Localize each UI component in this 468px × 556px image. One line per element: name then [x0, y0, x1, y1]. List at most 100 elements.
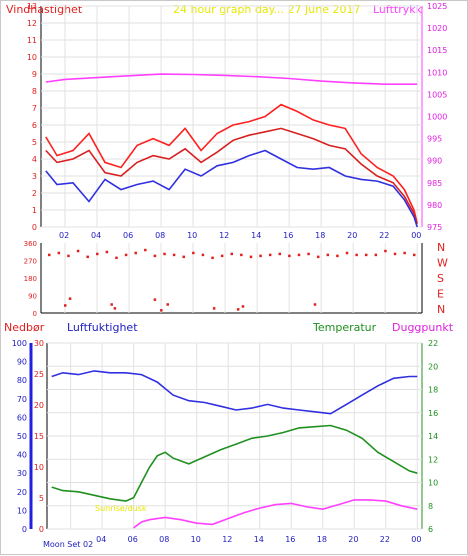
temp-gridlines	[47, 342, 422, 530]
humidity-y-tick-label: 40	[17, 451, 27, 460]
pressure-y-ticks: 975 980 985 990 995 1000 1005 1010 1015 1020 1025	[427, 2, 447, 232]
temp-x-ticks: 04 06 08 10 12 14 16 18 20 22 00	[96, 535, 421, 544]
wind-y-tick-label: 7	[32, 104, 37, 113]
wind-x-tick-label: 20	[347, 231, 357, 240]
direction-point	[336, 254, 339, 258]
temperature-label: Temperatur	[312, 321, 377, 334]
pressure-y-tick-label: 980	[427, 201, 442, 210]
temp-x-tick-label: 06	[128, 535, 138, 544]
temp-x-tick-label: 04	[96, 535, 106, 544]
direction-point	[384, 249, 387, 253]
temp-x-tick-label: 20	[348, 535, 358, 544]
direction-point	[48, 253, 51, 257]
temp-y-tick-label: 8	[428, 502, 433, 511]
wind-y-tick-label: 9	[32, 70, 37, 79]
wind-x-tick-label: 18	[315, 231, 325, 240]
wind-x-tick-label: 08	[155, 231, 165, 240]
humidity-y-tick-label: 70	[17, 395, 27, 404]
direction-point	[326, 253, 330, 257]
direction-points	[48, 248, 416, 312]
direction-point	[124, 253, 128, 257]
wind-x-tick-label: 06	[123, 231, 133, 240]
humidity-y-tick-label: 30	[17, 469, 27, 478]
pressure-y-tick-label: 985	[427, 179, 442, 188]
graph-title: 24 hour graph day... 27 June 2017	[173, 3, 360, 16]
direction-point	[212, 307, 216, 310]
direction-y-tick-label: 180	[24, 275, 37, 283]
dewpoint-label: Duggpunkt	[392, 321, 454, 334]
compass-label: N	[437, 241, 445, 254]
direction-point	[153, 298, 157, 301]
direction-point	[230, 252, 233, 256]
temp-x-tick-label: 16	[285, 535, 295, 544]
sunrise-note: Sunrise/dusk	[95, 504, 147, 513]
direction-point	[86, 255, 89, 259]
pressure-label: Lufttrykk	[373, 3, 423, 16]
wind-series	[45, 73, 418, 228]
humidity-y-tick-label: 10	[17, 506, 27, 515]
humidity-y-tick-label: 20	[17, 488, 27, 497]
wind-y-tick-label: 0	[32, 223, 37, 232]
wind-x-ticks: 02 04 06 08 10 12 14 16 18 20 22 00	[59, 231, 421, 240]
pressure-y-tick-label: 990	[427, 157, 442, 166]
wind-y-tick-label: 2	[32, 189, 37, 198]
pressure-y-tick-label: 1000	[427, 113, 447, 122]
wind-x-tick-label: 22	[379, 231, 389, 240]
temp-x-tick-label: 12	[222, 535, 232, 544]
direction-point	[403, 251, 406, 255]
direction-point	[144, 248, 147, 252]
temp-y-tick-label: 16	[428, 409, 438, 418]
wind-y-tick-label: 3	[32, 172, 37, 181]
temp-x-tick-label: 22	[380, 535, 390, 544]
direction-point	[57, 251, 61, 255]
wind-y-tick-label: 6	[32, 121, 37, 130]
temp-y-ticks: 6 8 10 12 14 16 18 20 22	[428, 339, 438, 534]
precip-y-ticks: 0 5 10 15 20 25 30	[34, 339, 44, 534]
direction-point	[374, 253, 378, 257]
temp-x-tick-label: 18	[317, 535, 327, 544]
series-line-luftfuktighet	[51, 370, 418, 415]
direction-point	[192, 251, 195, 255]
direction-point	[278, 252, 282, 256]
direction-point	[355, 253, 358, 257]
precip-y-tick-label: 25	[34, 370, 44, 379]
precip-y-tick-label: 20	[34, 401, 44, 410]
direction-y-ticks: 0 90 180 270 360	[24, 240, 37, 318]
humidity-temperature-panel: Nedbør Luftfuktighet Temperatur Duggpunk…	[4, 321, 454, 549]
compass-label: N	[437, 303, 445, 316]
wind-y-tick-label: 1	[32, 206, 37, 215]
wind-x-tick-label: 04	[91, 231, 101, 240]
compass-label: S	[437, 272, 444, 285]
direction-point	[96, 252, 99, 256]
humidity-label: Luftfuktighet	[67, 321, 138, 334]
temp-x-tick-label: 00	[411, 535, 421, 544]
pressure-y-tick-label: 1015	[427, 46, 447, 55]
direction-y-tick-label: 270	[24, 258, 37, 266]
wind-y-tick-label: 12	[27, 19, 37, 28]
temp-x-tick-label: 08	[159, 535, 169, 544]
series-line-lull	[45, 149, 418, 228]
direction-point	[268, 253, 272, 257]
precip-y-tick-label: 0	[39, 525, 44, 534]
wind-gridlines	[41, 5, 422, 228]
temp-y-tick-label: 22	[428, 339, 438, 348]
direction-point	[364, 253, 368, 257]
direction-y-tick-label: 360	[24, 240, 37, 248]
wind-y-tick-label: 8	[32, 87, 37, 96]
precip-label: Nedbør	[4, 321, 45, 334]
temp-y-tick-label: 18	[428, 386, 438, 395]
temp-y-tick-label: 14	[428, 432, 438, 441]
direction-point	[259, 254, 262, 258]
direction-point	[115, 256, 118, 260]
pressure-y-tick-label: 995	[427, 135, 442, 144]
direction-point	[172, 253, 176, 257]
direction-point	[110, 303, 113, 306]
series-line-temperatur	[51, 424, 418, 502]
pressure-y-tick-label: 1005	[427, 90, 447, 99]
direction-point	[220, 254, 224, 258]
temp-x-tick-label: 10	[191, 535, 201, 544]
direction-y-tick-label: 0	[33, 310, 37, 318]
